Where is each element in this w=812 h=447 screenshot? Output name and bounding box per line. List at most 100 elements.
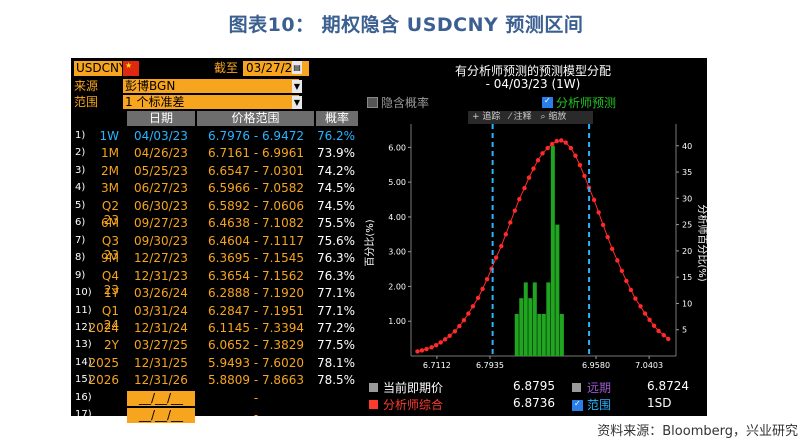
row-date: 06/30/23 xyxy=(134,198,188,213)
left-tick-label: 1.00 xyxy=(388,317,406,326)
table-row[interactable]: 17) __/__/__ - xyxy=(71,407,359,425)
left-tick-label: 6.00 xyxy=(388,143,406,152)
row-tenor: Q4 23 xyxy=(101,268,119,297)
row-probability: 75.6% xyxy=(316,233,356,248)
row-date: 12/31/26 xyxy=(134,373,188,388)
left-tick-label: 4.00 xyxy=(388,213,406,222)
row-price-range: 6.7161 - 6.9961 xyxy=(208,146,304,161)
chart-subtitle: - 04/03/23 (1W) xyxy=(485,77,581,91)
row-date: 06/27/23 xyxy=(134,181,188,196)
analyst-forecast-checkbox[interactable] xyxy=(542,96,553,108)
implied-probability-checkbox[interactable] xyxy=(367,97,378,108)
table-row[interactable]: 8) 9M 12/27/23 6.3695 - 7.1545 76.3% xyxy=(71,250,359,268)
header-probability[interactable]: 概率 xyxy=(316,111,358,126)
range-select[interactable]: 1 个标准差 xyxy=(123,95,299,109)
implied-probability-point xyxy=(651,323,657,328)
header-price-range[interactable]: 价格范围 xyxy=(197,111,314,126)
row-tenor: 2024 xyxy=(88,320,119,335)
forward-marker-icon xyxy=(572,383,581,392)
row-date: 12/31/23 xyxy=(134,268,188,283)
implied-probability-point xyxy=(596,210,601,215)
source-dropdown-icon[interactable]: ▼ xyxy=(292,80,302,93)
analyst-bar xyxy=(541,313,546,356)
distribution-chart[interactable]: 1.00 2.00 3.00 4.00 5.00 6.00 5 10 15 20 25 30 35 40 6… xyxy=(359,58,707,376)
implied-probability-point xyxy=(452,329,458,334)
right-tick-label: 5 xyxy=(682,326,687,335)
analyst-bar xyxy=(519,298,524,356)
implied-probability-point xyxy=(470,304,476,309)
row-price-range: 6.3654 - 7.1562 xyxy=(208,268,304,283)
row-tenor: 6M xyxy=(101,216,119,231)
row-tenor: 2025 xyxy=(88,355,119,370)
implied-probability-point xyxy=(419,348,425,353)
consensus-value: 6.8736 xyxy=(513,396,555,410)
implied-probability-point xyxy=(442,337,448,342)
calendar-icon[interactable]: ▤ xyxy=(292,61,302,74)
right-tick-label: 35 xyxy=(682,168,692,177)
table-row[interactable]: 16) __/__/__ - xyxy=(71,390,359,408)
table-row[interactable]: 7) Q3 23 09/30/23 6.4604 - 7.1117 75.6% xyxy=(71,233,359,262)
table-row[interactable]: 11) Q1 24 03/31/24 6.2847 - 7.1951 77.1% xyxy=(71,303,359,332)
source-label: 来源 xyxy=(74,79,99,93)
implied-probability-point xyxy=(638,304,643,309)
range-checkbox[interactable] xyxy=(572,399,583,411)
table-row[interactable]: 1) 1W 04/03/23 6.7976 - 6.9472 76.2% xyxy=(71,128,359,146)
analyst-bar xyxy=(546,282,551,356)
implied-probability-point xyxy=(550,141,555,147)
implied-probability-point xyxy=(624,278,629,284)
left-tick-label: 2.00 xyxy=(388,282,406,291)
zoom-tool-button[interactable]: ⌕ 缩放 xyxy=(540,112,567,122)
annotate-tool-button[interactable]: ⁄ 注释 xyxy=(509,112,532,122)
implied-probability-point xyxy=(563,140,568,145)
ticker-field[interactable]: USDCNY xyxy=(74,61,127,76)
row-tenor: Q1 24 xyxy=(101,303,119,332)
analyst-bar xyxy=(514,313,519,356)
range-legend-label: 范围 xyxy=(587,398,612,412)
row-date[interactable]: __/__/__ xyxy=(127,390,195,406)
row-date[interactable]: __/__/__ xyxy=(127,408,195,424)
track-tool-button[interactable]: + 追踪 xyxy=(472,112,501,122)
analyst-forecast-legend: 分析师预测 xyxy=(556,96,617,110)
figure-title: 图表10： 期权隐含 USDCNY 预测区间 xyxy=(228,14,584,36)
analyst-bar xyxy=(555,224,560,356)
table-row[interactable]: 6) 6M 09/27/23 6.4638 - 7.1082 75.5% xyxy=(71,215,359,233)
distribution-chart-panel: 有分析师预测的预测模型分配 - 04/03/23 (1W) 隐含概率 分析师预测… xyxy=(359,58,707,416)
implied-probability-point xyxy=(447,333,452,339)
table-row[interactable]: 3) 2M 05/25/23 6.6547 - 7.0301 74.2% xyxy=(71,163,359,181)
implied-probability-point xyxy=(633,296,638,301)
table-row[interactable]: 5) Q2 23 06/30/23 6.5892 - 7.0606 74.5% xyxy=(71,198,359,227)
implied-probability-point xyxy=(605,234,610,240)
implied-probability-point xyxy=(438,340,443,345)
row-probability: 76.2% xyxy=(316,129,356,143)
row-tenor: Q3 23 xyxy=(101,233,119,262)
range-label: 范围 xyxy=(74,95,99,109)
table-row[interactable]: 2) 1M 04/26/23 6.7161 - 6.9961 73.9% xyxy=(71,145,359,163)
implied-probability-point xyxy=(600,222,606,228)
right-tick-label: 20 xyxy=(682,247,692,256)
table-row[interactable]: 15) 2026 12/31/26 5.8809 - 7.8663 78.5% xyxy=(71,372,359,390)
implied-probability-point xyxy=(577,162,583,168)
header-date[interactable]: 日期 xyxy=(127,111,195,126)
implied-probability-point xyxy=(433,343,439,348)
row-date: 09/30/23 xyxy=(134,233,188,248)
bloomberg-terminal-window: USDCNY ★ 截至 03/27/23 ▤ 来源 彭博BGN ▼ 范围 1 个… xyxy=(71,58,707,424)
row-price-range: 6.2888 - 7.1920 xyxy=(208,286,304,301)
range-dropdown-icon[interactable]: ▼ xyxy=(292,96,302,109)
source-select[interactable]: 彭博BGN xyxy=(123,79,299,93)
row-date: 03/26/24 xyxy=(134,286,188,301)
left-tick-label: 5.00 xyxy=(388,178,406,187)
table-row[interactable]: 12) 2024 12/31/24 6.1145 - 7.3394 77.2% xyxy=(71,320,359,338)
row-probability: 75.5% xyxy=(316,216,356,231)
row-tenor: 3M xyxy=(101,181,119,196)
row-tenor: 2M xyxy=(101,163,119,178)
table-row[interactable]: 4) 3M 06/27/23 6.5966 - 7.0582 74.5% xyxy=(71,180,359,198)
analyst-bar xyxy=(537,313,542,356)
implied-probability-point xyxy=(493,255,499,260)
table-row[interactable]: 14) 2025 12/31/25 5.9493 - 7.6020 78.1% xyxy=(71,355,359,373)
row-probability: 74.2% xyxy=(316,163,356,178)
row-probability: 77.1% xyxy=(316,303,356,318)
table-row[interactable]: 9) Q4 23 12/31/23 6.3654 - 7.1562 76.3% xyxy=(71,268,359,297)
implied-probability-point xyxy=(461,317,467,323)
table-row[interactable]: 10) 1Y 03/26/24 6.2888 - 7.1920 77.1% xyxy=(71,285,359,303)
table-row[interactable]: 13) 2Y 03/27/25 6.0652 - 7.3829 77.5% xyxy=(71,337,359,355)
